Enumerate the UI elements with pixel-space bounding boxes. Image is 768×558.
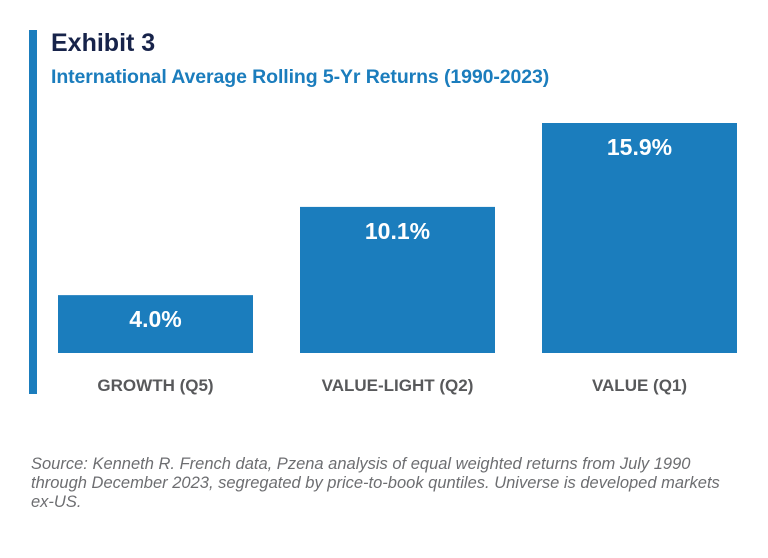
bar-1 bbox=[58, 295, 253, 353]
category-label-2: VALUE-LIGHT (Q2) bbox=[322, 376, 474, 395]
data-label-3: 15.9% bbox=[607, 134, 672, 160]
exhibit-title: Exhibit 3 bbox=[51, 29, 156, 57]
data-label-2: 10.1% bbox=[365, 218, 430, 244]
data-label-1: 4.0% bbox=[129, 306, 181, 332]
bar-2 bbox=[300, 206, 495, 353]
bar-chart: 4.0% GROWTH (Q5) 10.1% VALUE-LIGHT (Q2) 15.9… bbox=[58, 123, 737, 395]
accent-bar bbox=[29, 30, 37, 394]
bar-3 bbox=[542, 123, 737, 353]
category-label-1: GROWTH (Q5) bbox=[97, 376, 213, 395]
source-footnote: Source: Kenneth R. French data, Pzena an… bbox=[31, 455, 720, 511]
category-label-3: VALUE (Q1) bbox=[592, 376, 687, 395]
chart-title: International Average Rolling 5-Yr Retur… bbox=[51, 66, 550, 88]
